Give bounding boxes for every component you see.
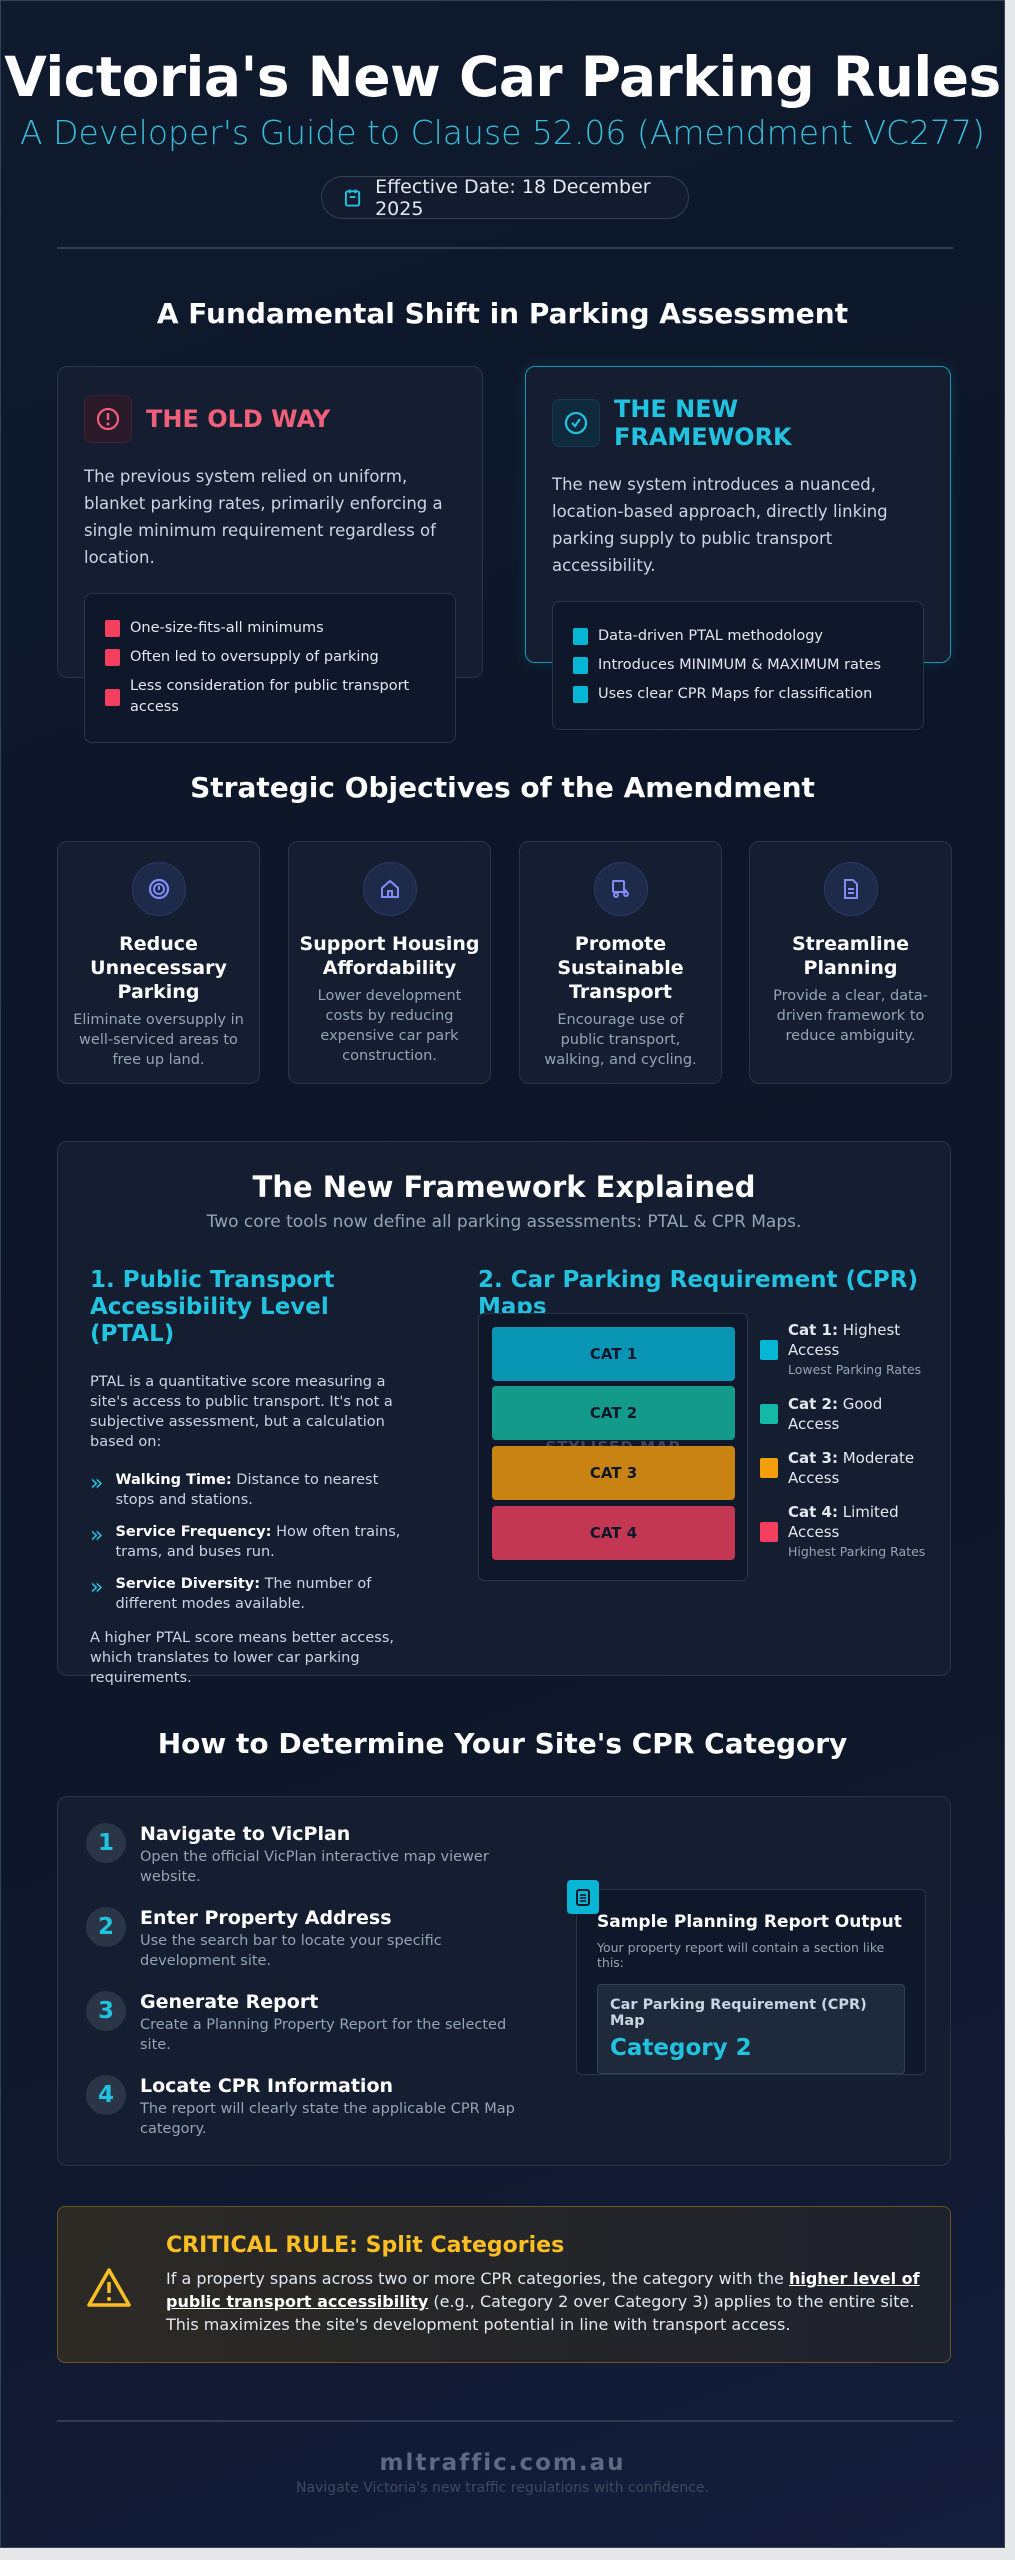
step: 1 Navigate to VicPlan Open the official Vi… xyxy=(86,1823,516,1887)
objective-card: Promote Sustainable Transport Encourage … xyxy=(519,841,722,1084)
check-circle-icon xyxy=(552,399,600,447)
effective-date-badge: Effective Date: 18 December 2025 xyxy=(321,175,689,220)
transport-icon xyxy=(593,862,648,916)
ptal-intro: PTAL is a quantitative score measuring a… xyxy=(90,1374,393,1450)
new-framework-title: THE NEW FRAMEWORK xyxy=(613,395,792,451)
objective-card: Reduce Unnecessary Parking Eliminate ove… xyxy=(57,841,260,1084)
critical-title: CRITICAL RULE: Split Categories xyxy=(166,2233,565,2258)
old-way-list: One-size-fits-all minimums Often led to … xyxy=(84,593,456,743)
calendar-icon xyxy=(344,188,361,207)
framework-panel: The New Framework Explained Two core too… xyxy=(57,1141,951,1686)
footer-tagline: Navigate Victoria's new traffic regulati… xyxy=(296,2480,709,2496)
effective-date-text: Effective Date: 18 December 2025 xyxy=(375,175,651,220)
legend-item: Cat 4: Limited Access Highest Parking Rat… xyxy=(760,1502,930,1562)
framework-heading: The New Framework Explained xyxy=(252,1170,756,1204)
shift-heading: A Fundamental Shift in Parking Assessmen… xyxy=(156,297,849,330)
legend-item: Cat 1: Highest Access Lowest Parking Rate… xyxy=(760,1320,930,1380)
ptal-factor: » Service Frequency: How often trains, tr… xyxy=(90,1523,401,1560)
list-item: Data-driven PTAL methodology xyxy=(573,626,903,647)
step: 2 Enter Property Address Use the search ba… xyxy=(86,1907,516,1971)
sample-cpr-label: Car Parking Requirement (CPR) Map xyxy=(610,1997,867,2029)
critical-rule-callout: CRITICAL RULE: Split Categories If a pro… xyxy=(57,2206,951,2363)
new-framework-list: Data-driven PTAL methodology Introduces … xyxy=(552,601,924,730)
cpr-category-band: CAT 2 xyxy=(492,1386,735,1440)
objective-title: Streamline Planning xyxy=(791,933,910,979)
ptal-factor: » Walking Time: Distance to nearest stops… xyxy=(90,1471,379,1508)
howto-heading: How to Determine Your Site's CPR Categor… xyxy=(157,1727,848,1760)
objective-desc: Lower development costs by reducing expe… xyxy=(317,988,462,1064)
sample-cpr-box: Car Parking Requirement (CPR) Map Catego… xyxy=(597,1984,905,2074)
list-item: Uses clear CPR Maps for classification xyxy=(573,684,903,705)
objective-title: Support Housing Affordability xyxy=(299,933,480,979)
sample-desc: Your property report will contain a sect… xyxy=(597,1940,885,1970)
step: 4 Locate CPR Information The report will c… xyxy=(86,2075,516,2139)
footer-domain[interactable]: mltraffic.com.au xyxy=(379,2450,626,2476)
old-way-card: THE OLD WAY The previous system relied o… xyxy=(57,366,483,743)
howto-panel: 1 Navigate to VicPlan Open the official Vi… xyxy=(57,1796,951,2166)
ptal-outro: A higher PTAL score means better access,… xyxy=(90,1630,395,1686)
objectives-heading: Strategic Objectives of the Amendment xyxy=(190,771,815,804)
cpr-map: STYLISED MAP CAT 1 CAT 2 CAT 3 CAT 4 xyxy=(478,1313,748,1581)
chevrons-icon: » xyxy=(90,1575,104,1600)
old-way-title: THE OLD WAY xyxy=(146,405,331,433)
objective-title: Reduce Unnecessary Parking xyxy=(90,933,227,1003)
step: 3 Generate Report Create a Planning Proper… xyxy=(86,1991,516,2055)
ptal-factor: » Service Diversity: The number of differ… xyxy=(90,1575,372,1612)
objective-card: Streamline Planning Provide a clear, dat… xyxy=(749,841,952,1084)
critical-text: If a property spans across two or more C… xyxy=(166,2269,920,2334)
old-way-text: The previous system relied on uniform, b… xyxy=(84,467,443,567)
page-title: Victoria's New Car Parking Rules xyxy=(4,45,1001,109)
objective-title: Promote Sustainable Transport xyxy=(557,933,684,1003)
ptal-section: 1. Public Transport Accessibility Level … xyxy=(90,1267,420,1688)
framework-subheading: Two core tools now define all parking as… xyxy=(206,1212,802,1232)
cpr-category-band: CAT 4 xyxy=(492,1506,735,1560)
parking-icon xyxy=(131,862,186,916)
chevrons-icon: » xyxy=(90,1471,104,1496)
sample-cpr-value: Category 2 xyxy=(610,2035,752,2061)
chevrons-icon: » xyxy=(90,1523,104,1548)
objective-desc: Eliminate oversupply in well-serviced ar… xyxy=(73,1012,244,1068)
legend-item: Cat 3: Moderate Access xyxy=(760,1448,930,1488)
cpr-category-band: CAT 3 xyxy=(492,1446,735,1500)
clipboard-icon xyxy=(567,1880,599,1914)
footer-divider xyxy=(57,2420,953,2422)
cpr-legend: Cat 1: Highest Access Lowest Parking Rate… xyxy=(760,1320,930,1576)
objective-card: Support Housing Affordability Lower deve… xyxy=(288,841,491,1084)
legend-swatch xyxy=(760,1458,778,1478)
sample-title: Sample Planning Report Output xyxy=(597,1912,902,1932)
cpr-category-band: CAT 1 xyxy=(492,1327,735,1381)
legend-swatch xyxy=(760,1340,778,1360)
list-item: One-size-fits-all minimums xyxy=(105,618,435,639)
new-framework-card: THE NEW FRAMEWORK The new system introdu… xyxy=(525,366,951,730)
page-subtitle: A Developer's Guide to Clause 52.06 (Ame… xyxy=(20,113,985,152)
objective-desc: Provide a clear, data-driven framework t… xyxy=(773,988,928,1044)
new-framework-text: The new system introduces a nuanced, loc… xyxy=(552,475,888,575)
legend-swatch xyxy=(760,1404,778,1424)
alert-icon xyxy=(84,395,132,443)
legend-swatch xyxy=(760,1522,778,1542)
divider xyxy=(57,247,953,249)
list-item: Often led to oversupply of parking xyxy=(105,647,435,668)
objective-desc: Encourage use of public transport, walki… xyxy=(544,1012,697,1068)
list-item: Less consideration for public transport … xyxy=(105,676,435,718)
ptal-title: 1. Public Transport Accessibility Level … xyxy=(90,1267,335,1347)
warning-icon xyxy=(87,2268,131,2307)
sample-report-card: Sample Planning Report Output Your prope… xyxy=(567,1880,926,2075)
legend-item: Cat 2: Good Access xyxy=(760,1394,930,1434)
document-icon xyxy=(823,862,878,916)
home-icon xyxy=(362,862,417,916)
list-item: Introduces MINIMUM & MAXIMUM rates xyxy=(573,655,903,676)
